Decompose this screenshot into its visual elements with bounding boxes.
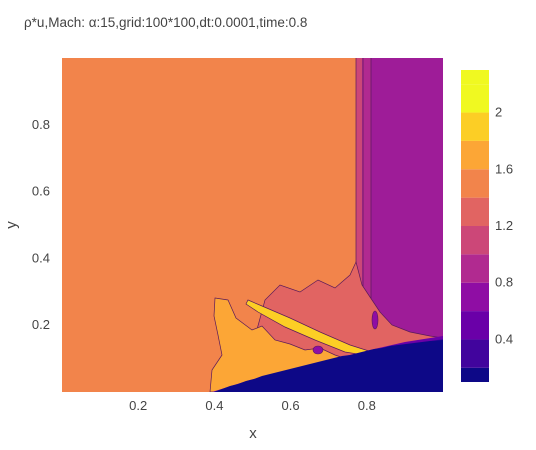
y-axis-ticks: 0.2 0.4 0.6 0.8 [32,117,50,332]
y-tick-label: 0.6 [32,184,50,199]
colorbar-ticks: 0.4 0.8 1.2 1.6 2 [495,105,513,347]
colorbar-tick-label: 0.4 [495,331,513,346]
colorbar-band [461,367,489,382]
y-tick-label: 0.4 [32,250,50,265]
y-axis-label: y [3,221,20,229]
colorbar-tick-label: 2 [495,105,502,120]
y-tick-label: 0.8 [32,117,50,132]
x-tick-label: 0.8 [358,398,376,413]
colorbar-band [461,112,489,141]
wedge-body [214,340,443,392]
plot-area [62,58,443,392]
x-tick-label: 0.4 [205,398,223,413]
colorbar-band [461,254,489,283]
shock-strip [362,58,371,358]
colorbar-band [461,70,489,85]
colorbar-tick-label: 1.2 [495,218,513,233]
x-axis-ticks: 0.2 0.4 0.6 0.8 [129,398,376,413]
x-tick-label: 0.2 [129,398,147,413]
colorbar-band [461,311,489,340]
colorbar-tick-label: 0.8 [495,275,513,290]
y-tick-label: 0.2 [32,317,50,332]
x-tick-label: 0.6 [282,398,300,413]
colorbar-band [461,282,489,312]
colorbar [461,70,489,382]
colorbar-tick-label: 1.6 [495,161,513,176]
colorbar-band [461,169,489,198]
colorbar-band [461,226,489,255]
colorbar-band [461,197,489,226]
shock-strip [356,58,364,308]
vortex-spot [312,345,324,355]
colorbar-band [461,339,489,368]
x-axis-label: x [249,425,257,442]
colorbar-band [461,140,489,170]
chart-title: ρ*u,Mach: α:15,grid:100*100,dt:0.0001,ti… [24,15,308,30]
vortex-spot [371,310,379,330]
colorbar-band [461,84,489,113]
